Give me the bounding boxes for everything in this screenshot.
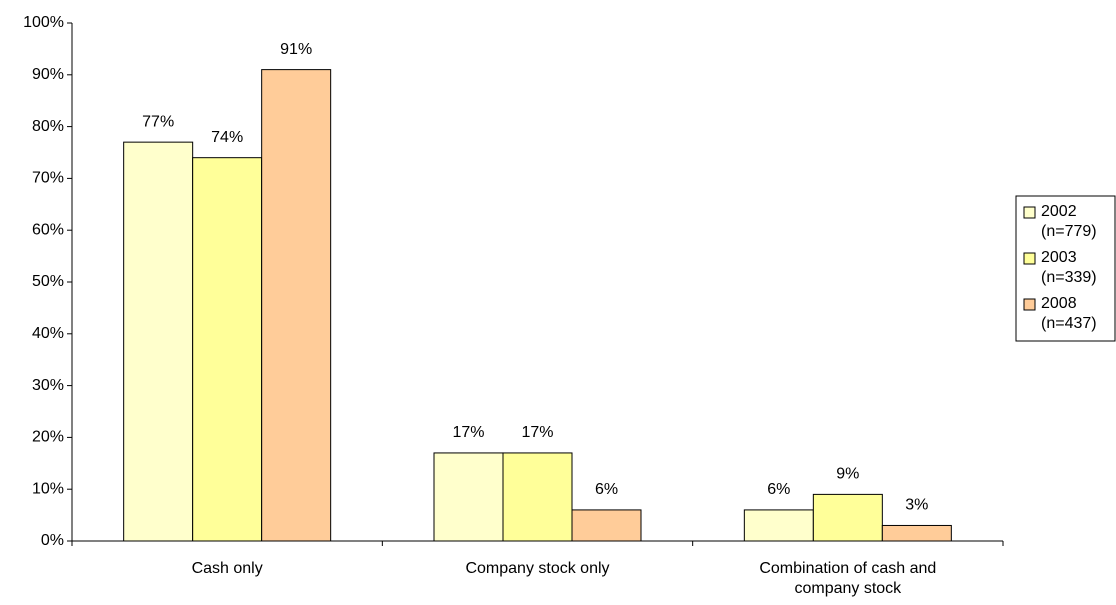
y-tick-label: 40% — [32, 325, 64, 342]
x-tick-label: Cash only — [191, 560, 263, 577]
y-tick-label: 20% — [32, 429, 64, 446]
legend-label-box: 2008 (n=437) — [1041, 295, 1097, 332]
y-tick-label: 50% — [32, 273, 64, 290]
bar — [881, 524, 952, 542]
legend-label: 2002 (n=779) — [1041, 203, 1097, 240]
legend-label-box: 2002 (n=779) — [1041, 203, 1097, 240]
bar — [261, 69, 332, 542]
legend-swatch — [1023, 252, 1036, 265]
bar — [571, 509, 642, 542]
data-label: 6% — [595, 481, 618, 498]
bar — [743, 509, 814, 542]
data-label: 74% — [211, 129, 243, 146]
y-tick-label: 100% — [23, 14, 64, 31]
y-tick-label: 10% — [32, 480, 64, 497]
legend-label-box: 2003 (n=339) — [1041, 249, 1097, 286]
legend-swatch — [1023, 298, 1036, 311]
bar — [123, 141, 194, 542]
legend-label: 2003 (n=339) — [1041, 249, 1097, 286]
data-label: 91% — [280, 41, 312, 58]
y-tick-label: 90% — [32, 66, 64, 83]
bar — [433, 452, 504, 542]
y-tick-label: 30% — [32, 377, 64, 394]
y-tick-label: 80% — [32, 118, 64, 135]
bar — [192, 157, 263, 542]
x-tick-label-box: Cash only — [191, 560, 263, 577]
data-label: 17% — [452, 424, 484, 441]
y-tick-label: 60% — [32, 221, 64, 238]
x-tick-label-box: Company stock only — [465, 560, 610, 577]
legend-label: 2008 (n=437) — [1041, 295, 1097, 332]
legend-box — [1015, 195, 1116, 342]
y-tick-label: 0% — [41, 532, 64, 549]
y-tick-label: 70% — [32, 170, 64, 187]
data-label: 77% — [142, 113, 174, 130]
x-tick-label: Combination of cash and company stock — [759, 560, 937, 597]
bar — [502, 452, 573, 542]
data-label: 17% — [521, 424, 553, 441]
data-label: 9% — [836, 466, 859, 483]
data-label: 6% — [767, 481, 790, 498]
x-tick-label-box: Combination of cash and company stock — [759, 560, 937, 597]
data-label: 3% — [905, 497, 928, 514]
bar — [812, 493, 883, 542]
x-tick-label: Company stock only — [465, 560, 610, 577]
legend-swatch — [1023, 206, 1036, 219]
